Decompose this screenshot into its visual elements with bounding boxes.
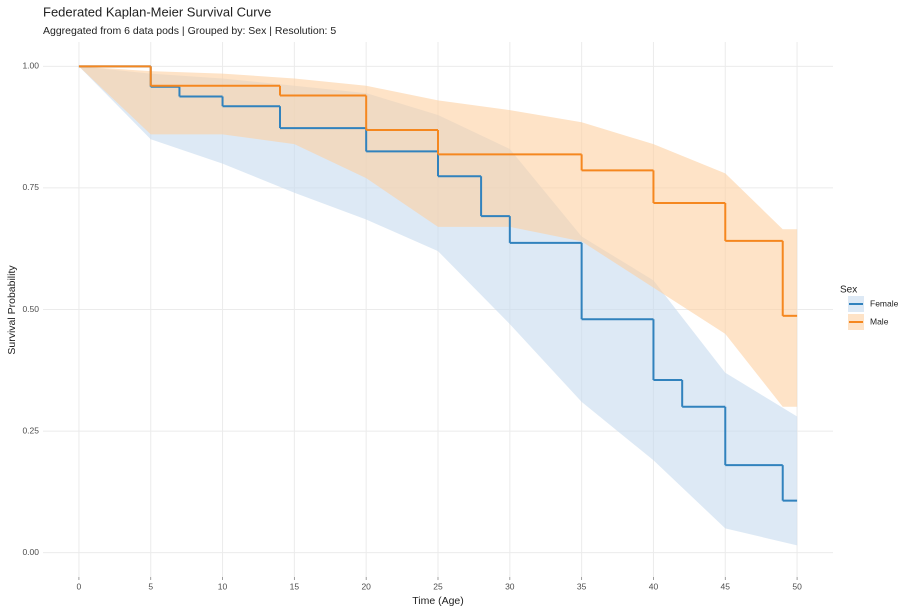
y-tick-label: 0.50 (22, 304, 39, 314)
y-tick-label: 1.00 (22, 61, 39, 71)
y-axis-title: Survival Probability (6, 265, 18, 355)
y-tick-label: 0.00 (22, 547, 39, 557)
confidence-band (78, 66, 798, 407)
x-tick-label: 50 (792, 581, 802, 591)
confidence-band (78, 66, 798, 546)
legend-title: Sex (840, 285, 857, 296)
x-tick-label: 20 (361, 581, 371, 591)
chart-title: Federated Kaplan-Meier Survival Curve (43, 4, 271, 19)
x-tick-label: 25 (433, 581, 443, 591)
x-tick-label: 35 (577, 581, 587, 591)
legend-label: Female (870, 298, 899, 308)
x-tick-label: 5 (148, 581, 153, 591)
legend-label: Male (870, 316, 889, 326)
x-axis-title: Time (Age) (412, 595, 464, 607)
x-tick-label: 0 (77, 581, 82, 591)
x-tick-label: 10 (218, 581, 228, 591)
chart-subtitle: Aggregated from 6 data pods | Grouped by… (43, 25, 336, 37)
y-tick-label: 0.75 (22, 182, 39, 192)
x-tick-label: 45 (721, 581, 731, 591)
x-tick-label: 30 (505, 581, 515, 591)
y-tick-label: 0.25 (22, 425, 39, 435)
x-tick-label: 40 (649, 581, 659, 591)
x-tick-label: 15 (290, 581, 300, 591)
